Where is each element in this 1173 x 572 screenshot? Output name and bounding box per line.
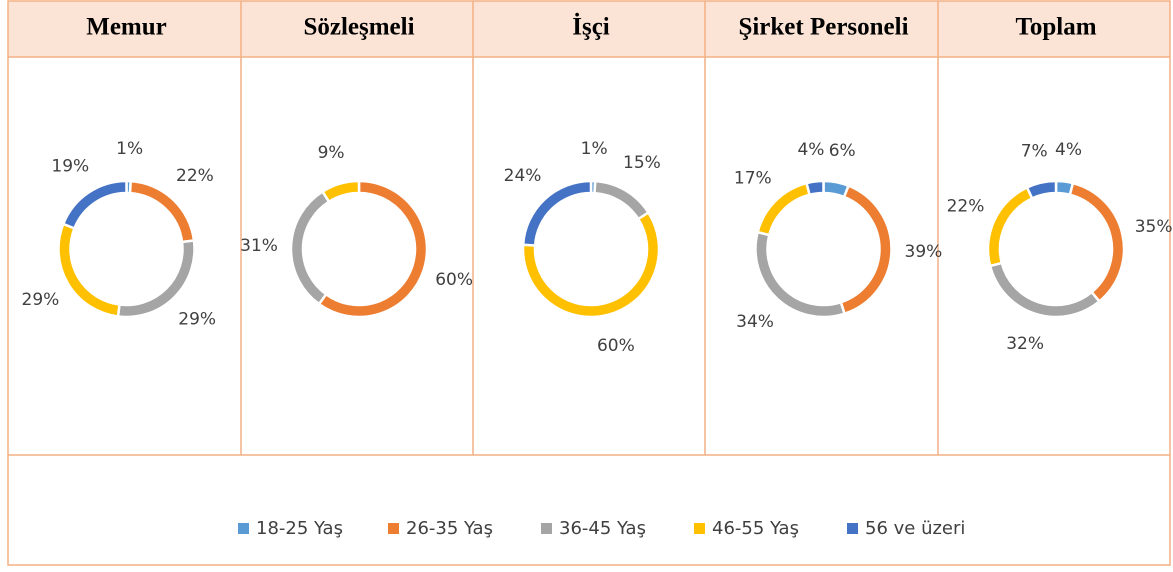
donut-segment xyxy=(116,239,196,319)
donut-segment xyxy=(1025,179,1058,200)
legend-swatch xyxy=(847,523,858,534)
data-label: 17% xyxy=(734,168,772,188)
data-label: 39% xyxy=(905,242,943,262)
donut-segment xyxy=(756,181,812,237)
data-label: 31% xyxy=(240,236,278,256)
table-borders xyxy=(7,0,1171,566)
donut-segment xyxy=(317,179,429,319)
donut-segment xyxy=(986,185,1034,268)
legend-swatch xyxy=(388,523,399,534)
data-label: 15% xyxy=(623,153,661,173)
data-label: 1% xyxy=(581,139,608,159)
donut-segment xyxy=(61,179,128,231)
data-label: 4% xyxy=(1055,140,1082,160)
data-label: 22% xyxy=(947,196,985,216)
donut-segment xyxy=(521,210,661,319)
legend-swatch xyxy=(541,523,552,534)
data-label: 35% xyxy=(1135,217,1173,237)
legend-label: 56 ve üzeri xyxy=(865,518,965,539)
donut-segment xyxy=(289,189,331,306)
donut-segment xyxy=(1068,181,1126,304)
column-header: Sözleşmeli xyxy=(303,14,414,41)
donut-segment xyxy=(521,179,593,247)
data-label: 22% xyxy=(176,166,214,186)
data-label: 34% xyxy=(736,312,774,332)
legend-swatch xyxy=(694,523,705,534)
data-label: 60% xyxy=(435,270,473,290)
data-label: 19% xyxy=(51,156,89,176)
legend-swatch xyxy=(238,523,249,534)
data-label: 4% xyxy=(797,140,824,160)
data-label: 6% xyxy=(829,141,856,161)
donut-segment xyxy=(320,179,361,204)
donut-segment xyxy=(839,184,893,316)
donut-segment xyxy=(57,222,121,318)
donut-segment xyxy=(754,230,847,319)
data-label: 60% xyxy=(597,336,635,356)
donut-segment xyxy=(988,261,1102,319)
legend-label: 36-45 Yaş xyxy=(559,518,646,539)
data-label: 32% xyxy=(1006,334,1044,354)
data-label: 7% xyxy=(1021,141,1048,161)
data-label: 1% xyxy=(116,139,143,159)
column-header: Memur xyxy=(86,14,167,41)
legend-label: 46-55 Yaş xyxy=(712,518,799,539)
legend-label: 18-25 Yaş xyxy=(256,518,343,539)
data-label: 29% xyxy=(22,290,60,310)
column-header: Şirket Personeli xyxy=(738,14,908,41)
data-label: 24% xyxy=(504,166,542,186)
data-label: 9% xyxy=(318,143,345,163)
donut-segment xyxy=(805,179,825,197)
header-row xyxy=(8,1,1170,57)
donut-segment xyxy=(593,179,651,221)
column-header: İşçi xyxy=(572,13,610,41)
data-label: 29% xyxy=(178,310,216,330)
column-header: Toplam xyxy=(1015,14,1096,41)
donut-segment xyxy=(128,179,196,244)
legend-label: 26-35 Yaş xyxy=(406,518,493,539)
